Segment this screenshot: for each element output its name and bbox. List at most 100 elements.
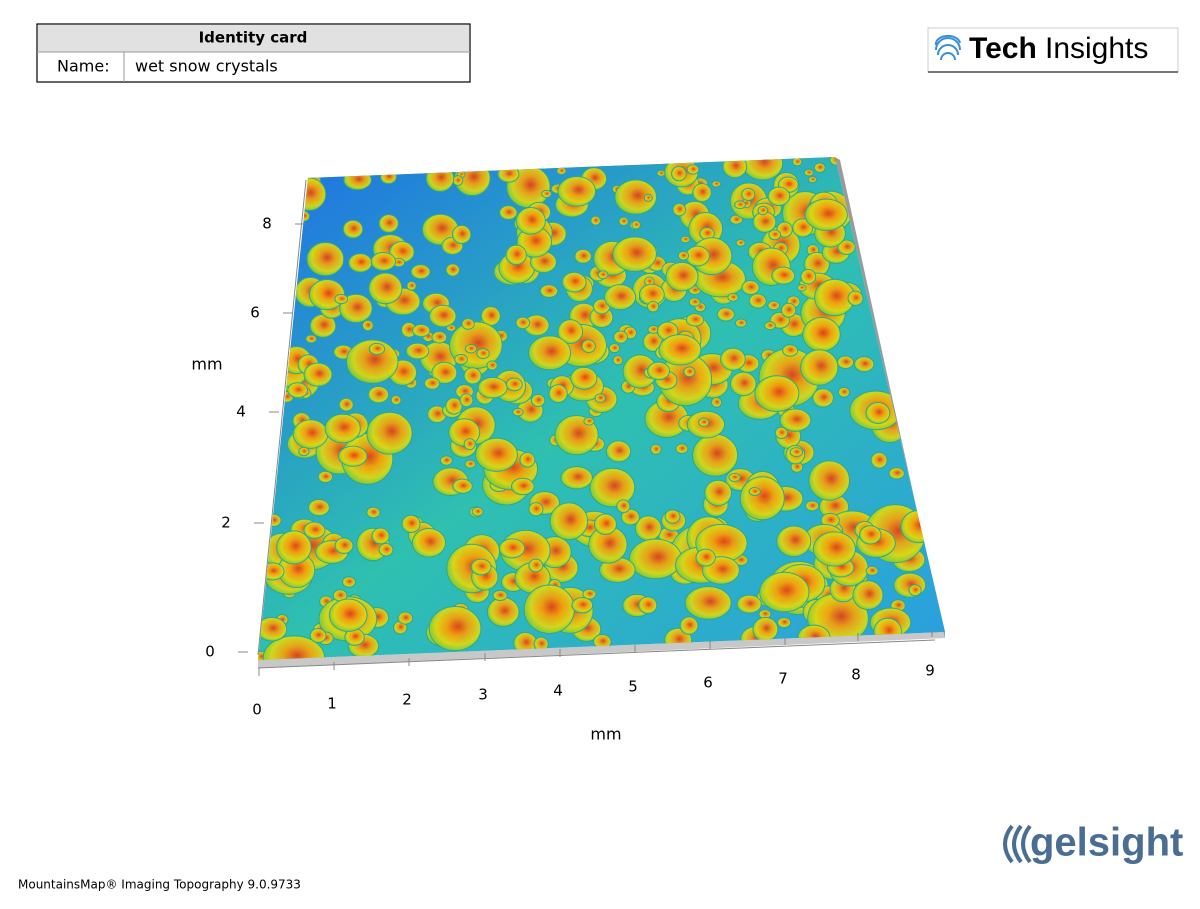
- grain: [792, 218, 814, 238]
- logo-light: Insights: [1045, 32, 1148, 65]
- grain: [548, 384, 568, 404]
- gelsight-logo: gelsight: [1030, 821, 1183, 865]
- x-tick-label: 0: [252, 701, 262, 719]
- grain: [803, 168, 814, 177]
- grain: [549, 502, 589, 541]
- grain: [515, 316, 531, 330]
- grain: [658, 334, 702, 366]
- axes: 0 1 2 3 4 5 6 7 8 9 0 2 4 6 8: [205, 215, 935, 719]
- footer: MountainsMap® Imaging Topography 9.0.973…: [18, 878, 301, 892]
- x-axis-title: mm: [590, 725, 621, 744]
- grain: [298, 210, 311, 222]
- grain: [378, 214, 399, 233]
- grain: [317, 470, 333, 484]
- grain: [698, 417, 710, 428]
- grain: [852, 580, 884, 611]
- grain: [334, 293, 349, 305]
- grain: [631, 220, 641, 230]
- grain: [837, 239, 856, 255]
- grain: [258, 616, 288, 642]
- card-field: Name:: [57, 57, 110, 76]
- y-tick-label: 0: [205, 643, 215, 661]
- grain: [796, 284, 807, 292]
- grain: [779, 408, 812, 432]
- grain: [735, 238, 746, 247]
- grain: [812, 388, 834, 408]
- card-value: wet snow crystals: [135, 57, 278, 76]
- grain: [366, 506, 381, 519]
- grain: [646, 300, 660, 313]
- grain: [720, 347, 746, 371]
- grain: [371, 527, 390, 545]
- grain: [470, 558, 492, 576]
- grain: [523, 584, 575, 635]
- grain: [656, 169, 666, 177]
- grain: [528, 502, 544, 517]
- grain: [512, 407, 524, 417]
- grain: [582, 588, 597, 600]
- grain: [590, 215, 601, 226]
- grain: [900, 509, 937, 544]
- grain: [739, 476, 785, 521]
- grain: [800, 349, 839, 386]
- grain: [800, 268, 817, 285]
- grain: [683, 366, 696, 378]
- grain: [324, 413, 361, 444]
- y-tick-label: 6: [250, 304, 260, 322]
- grain: [805, 500, 820, 512]
- grain: [870, 451, 888, 469]
- grain: [757, 205, 769, 216]
- grain: [729, 371, 757, 397]
- grain: [474, 437, 518, 472]
- grain: [808, 460, 851, 501]
- grain: [692, 183, 712, 203]
- grain: [339, 293, 373, 324]
- grain: [477, 376, 508, 399]
- grain: [638, 596, 658, 615]
- grain: [341, 576, 356, 588]
- y-tick-label: 8: [262, 215, 272, 233]
- grain: [684, 586, 732, 620]
- grain: [759, 571, 810, 613]
- grain: [492, 589, 508, 602]
- grain: [303, 362, 333, 387]
- grain: [686, 164, 700, 175]
- grain: [528, 335, 572, 371]
- grain: [276, 530, 312, 565]
- grain: [692, 433, 739, 477]
- x-tick-label: 2: [402, 691, 412, 709]
- x-tick-label: 6: [703, 674, 713, 692]
- grain: [597, 270, 609, 280]
- grain: [768, 229, 782, 241]
- grain: [727, 292, 739, 302]
- grain: [368, 272, 403, 305]
- grain: [292, 419, 329, 449]
- grain: [431, 331, 448, 344]
- grain: [464, 459, 476, 469]
- x-tick-label: 7: [778, 670, 788, 688]
- grain: [774, 426, 788, 440]
- grain: [679, 616, 699, 635]
- grain: [736, 594, 762, 614]
- grain: [461, 317, 475, 330]
- surface-side: [258, 632, 945, 668]
- grain: [672, 202, 687, 217]
- grain: [650, 443, 662, 455]
- x-tick-label: 3: [478, 686, 488, 704]
- grain: [741, 187, 756, 202]
- grain: [463, 367, 482, 385]
- grain: [789, 447, 804, 458]
- grain: [571, 597, 594, 614]
- grain: [776, 525, 812, 558]
- grain: [557, 319, 584, 344]
- grain: [445, 397, 463, 415]
- grain: [498, 205, 518, 221]
- grain: [603, 284, 637, 311]
- grain: [451, 224, 472, 245]
- grain: [528, 558, 544, 573]
- grain: [378, 542, 394, 557]
- grain: [390, 394, 402, 406]
- grain: [741, 157, 784, 181]
- grain: [908, 584, 922, 597]
- grain: [734, 318, 747, 328]
